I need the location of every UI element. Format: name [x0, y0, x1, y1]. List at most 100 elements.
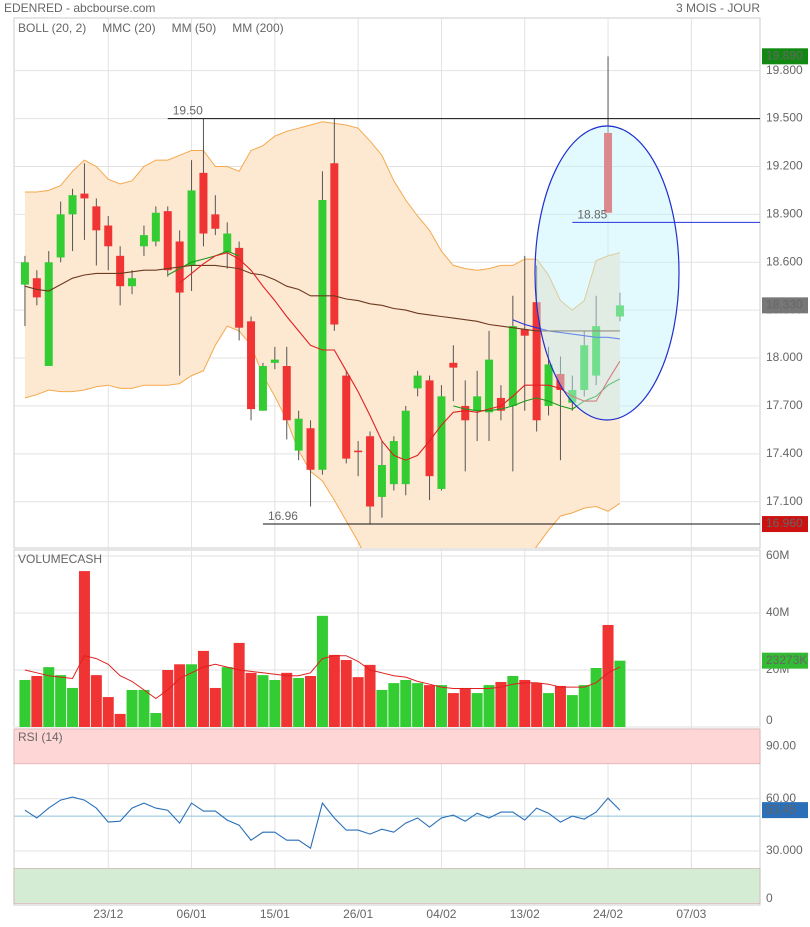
candle-body — [187, 190, 196, 266]
volume-bar — [447, 693, 459, 727]
y-tick-label: 17.100 — [766, 494, 803, 508]
volume-bar — [400, 679, 412, 727]
volume-bar — [352, 677, 364, 727]
volume-bar — [531, 683, 543, 727]
candle-body — [496, 397, 505, 411]
candle-body — [116, 255, 125, 287]
x-tick-label: 07/03 — [676, 907, 706, 921]
band-upper — [24, 121, 621, 311]
highlight-ellipse — [534, 125, 680, 421]
y-tick-label: 30.000 — [766, 843, 803, 857]
last-rsi-label: 53.45 — [766, 802, 796, 816]
legend-label: MMC (20) — [102, 21, 155, 35]
y-tick-label: 0 — [766, 891, 773, 905]
rsi-zone — [13, 868, 761, 904]
candle-body — [68, 195, 77, 215]
volume-bar — [316, 615, 328, 727]
y-tick-label: 19.500 — [766, 111, 803, 125]
candle-body — [211, 214, 220, 229]
volume-bar — [590, 668, 602, 727]
volume-bar — [340, 660, 352, 727]
candle-body — [366, 436, 375, 507]
volume-bar — [424, 685, 436, 727]
moving-average — [24, 264, 620, 332]
volume-bar — [519, 679, 531, 727]
volume-bar — [388, 683, 400, 727]
volume-bar — [459, 687, 471, 727]
candle-body — [520, 329, 529, 336]
y-tick-label: 60M — [766, 548, 789, 562]
header-right: 3 MOIS - JOUR — [676, 1, 760, 15]
volume-bar — [305, 675, 317, 727]
volume-bar — [328, 654, 340, 727]
last-value-label: 18.330 — [766, 298, 803, 312]
volume-bar — [412, 683, 424, 727]
candle-body — [235, 247, 244, 328]
volume-bar — [376, 689, 388, 727]
candle-body — [56, 214, 65, 258]
candle-body — [354, 450, 363, 453]
last-volume-label-box — [762, 652, 808, 669]
candle-body — [425, 380, 434, 477]
candle-body — [92, 206, 101, 231]
candle-body — [532, 302, 541, 421]
candle-body — [199, 172, 208, 234]
candle-body — [413, 375, 422, 389]
candle-body — [449, 362, 458, 368]
candle-body — [270, 359, 279, 363]
legend-label: BOLL (20, 2) — [18, 21, 86, 35]
volume-bar — [614, 660, 626, 727]
candle-body — [461, 405, 470, 421]
volume-bar — [245, 672, 257, 727]
y-tick-label: 19.200 — [766, 159, 803, 173]
volume-bar — [566, 695, 578, 727]
rsi-line — [24, 796, 621, 850]
x-tick-label: 24/02 — [593, 907, 623, 921]
volume-bar — [138, 689, 150, 727]
last-value-label: 16.960 — [766, 516, 803, 530]
candle-body — [80, 193, 89, 199]
volume-bar — [507, 675, 519, 727]
volume-bar — [483, 685, 495, 727]
volume-bar — [435, 685, 447, 727]
last-value-label: 19.890 — [766, 48, 803, 62]
x-tick-label: 23/12 — [93, 907, 123, 921]
candle-body — [556, 373, 565, 390]
candle-body — [580, 345, 589, 390]
candle-body — [389, 441, 398, 485]
volume-bar — [43, 667, 55, 727]
volume-bar — [197, 650, 209, 727]
last-volume-label: 23273K — [766, 653, 807, 667]
candle-body — [306, 428, 315, 470]
volume-bar — [578, 685, 590, 727]
y-tick-label: 17.700 — [766, 398, 803, 412]
level-label: 19.50 — [173, 104, 203, 118]
y-tick-label: 17.400 — [766, 446, 803, 460]
candle-body — [139, 235, 148, 247]
panel-title: RSI (14) — [18, 730, 63, 744]
candle-body — [163, 211, 172, 271]
volume-bar — [19, 679, 31, 727]
volume-bar — [233, 642, 245, 727]
volume-bar — [554, 685, 566, 727]
volume-bar — [186, 664, 198, 727]
volume-bar — [174, 664, 186, 727]
candle-body — [318, 199, 327, 470]
volume-bar — [67, 687, 79, 727]
volume-bar — [221, 667, 233, 727]
volume-bar — [543, 693, 555, 727]
y-tick-label: 18.600 — [766, 254, 803, 268]
candle-body — [377, 464, 386, 497]
candle-body — [258, 366, 267, 411]
volume-bar — [102, 697, 114, 727]
volume-bar — [471, 693, 483, 727]
volume-bar — [114, 713, 126, 727]
y-tick-label: 18.000 — [766, 350, 803, 364]
volume-bar — [150, 713, 162, 727]
level-label: 16.96 — [268, 509, 298, 523]
panel-title: VOLUMECASH — [18, 552, 102, 566]
x-tick-label: 15/01 — [260, 907, 290, 921]
band-lower — [24, 325, 621, 548]
candle-body — [151, 212, 160, 242]
volume-bar — [293, 677, 305, 727]
